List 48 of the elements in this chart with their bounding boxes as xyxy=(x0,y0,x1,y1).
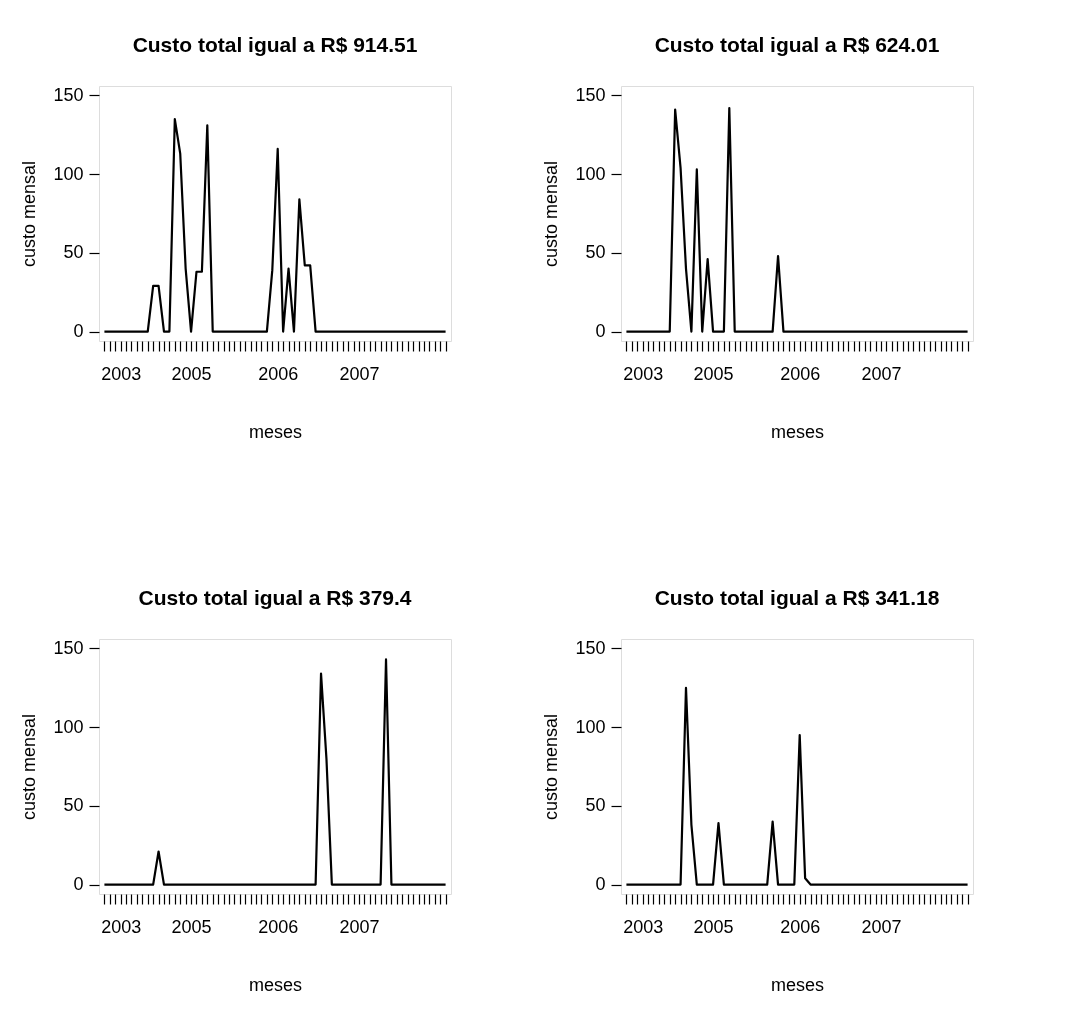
y-tick-label: 0 xyxy=(73,321,84,342)
y-tick-label: 150 xyxy=(53,84,84,105)
x-tick-label: 2005 xyxy=(693,916,734,937)
x-tick-label: 2007 xyxy=(339,363,380,384)
x-tick-label: 2003 xyxy=(101,363,142,384)
line-series xyxy=(103,117,447,333)
y-axis-title: custo mensal xyxy=(19,160,40,268)
y-axis-title: custo mensal xyxy=(19,713,40,821)
y-tick-label: 0 xyxy=(73,874,84,895)
x-axis-title: meses xyxy=(248,974,303,995)
y-tick-label: 50 xyxy=(585,795,606,816)
x-tick-label: 2005 xyxy=(171,363,212,384)
y-tick-label: 0 xyxy=(595,874,606,895)
y-tick-label: 50 xyxy=(63,795,84,816)
y-tick-label: 150 xyxy=(575,84,606,105)
y-tick-label: 50 xyxy=(63,242,84,263)
y-axis-title: custo mensal xyxy=(541,713,562,821)
y-tick-label: 100 xyxy=(575,163,606,184)
x-tick-label: 2007 xyxy=(861,916,902,937)
x-tick-label: 2005 xyxy=(693,363,734,384)
x-tick-label: 2006 xyxy=(258,363,299,384)
line-series xyxy=(625,106,969,333)
y-tick-label: 100 xyxy=(53,716,84,737)
y-tick-label: 50 xyxy=(585,242,606,263)
x-tick-label: 2003 xyxy=(623,363,664,384)
x-tick-label: 2007 xyxy=(861,363,902,384)
line-series xyxy=(103,658,447,886)
y-tick-label: 100 xyxy=(575,716,606,737)
chart-title: Custo total igual a R$ 914.51 xyxy=(132,33,418,56)
x-tick-label: 2006 xyxy=(780,916,821,937)
x-axis-title: meses xyxy=(248,421,303,442)
x-tick-label: 2003 xyxy=(101,916,142,937)
x-tick-label: 2006 xyxy=(780,363,821,384)
y-tick-label: 150 xyxy=(575,637,606,658)
chart-title: Custo total igual a R$ 624.01 xyxy=(654,33,940,56)
y-tick-label: 0 xyxy=(595,321,606,342)
x-tick-label: 2007 xyxy=(339,916,380,937)
x-axis-title: meses xyxy=(770,421,825,442)
chart-title: Custo total igual a R$ 379.4 xyxy=(138,586,412,609)
y-axis-title: custo mensal xyxy=(541,160,562,268)
line-series xyxy=(625,686,969,886)
x-axis-title: meses xyxy=(770,974,825,995)
y-tick-label: 150 xyxy=(53,637,84,658)
chart-title: Custo total igual a R$ 341.18 xyxy=(654,586,940,609)
x-tick-label: 2005 xyxy=(171,916,212,937)
x-tick-label: 2006 xyxy=(258,916,299,937)
x-tick-label: 2003 xyxy=(623,916,664,937)
y-tick-label: 100 xyxy=(53,163,84,184)
